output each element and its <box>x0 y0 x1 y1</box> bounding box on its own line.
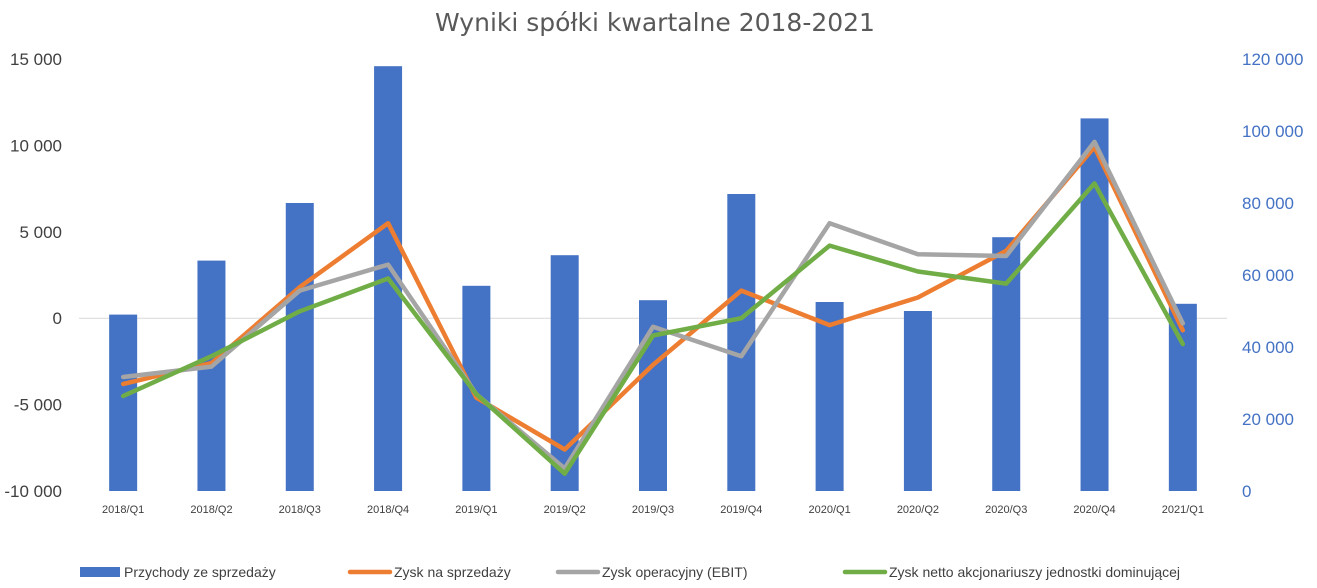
series-line-2 <box>120 139 1186 471</box>
legend-label: Zysk netto akcjonariuszy jednostki domin… <box>889 564 1180 580</box>
bar-2018-Q1 <box>109 314 138 491</box>
right-axis-tick-label: 60 000 <box>1242 266 1294 285</box>
right-axis-tick-label: 100 000 <box>1242 122 1303 141</box>
category-label: 2020/Q1 <box>809 504 851 516</box>
left-axis-tick-label: 0 <box>53 309 62 328</box>
right-axis-tick-label: 0 <box>1242 482 1251 501</box>
category-label: 2020/Q4 <box>1073 504 1115 516</box>
left-axis-tick-label: 15 000 <box>10 50 62 69</box>
legend-swatch-bar <box>80 567 120 577</box>
bar-2019-Q1 <box>462 285 491 491</box>
category-label: 2020/Q2 <box>897 504 939 516</box>
right-axis-tick-label: 40 000 <box>1242 338 1294 357</box>
category-label: 2018/Q4 <box>367 504 409 516</box>
category-label: 2019/Q1 <box>455 504 497 516</box>
category-label: 2021/Q1 <box>1162 504 1204 516</box>
category-label: 2018/Q2 <box>190 504 232 516</box>
right-axis-tick-label: 80 000 <box>1242 194 1294 213</box>
left-axis-tick-label: -10 000 <box>4 482 62 501</box>
category-label: 2019/Q3 <box>632 504 674 516</box>
legend-label: Zysk na sprzedaży <box>394 564 511 580</box>
legend-label: Zysk operacyjny (EBIT) <box>602 564 747 580</box>
left-axis-tick-label: -5 000 <box>14 396 62 415</box>
category-label: 2018/Q3 <box>279 504 321 516</box>
category-label: 2018/Q1 <box>102 504 144 516</box>
chart-title: Wyniki spółki kwartalne 2018-2021 <box>435 8 875 37</box>
category-label: 2019/Q2 <box>544 504 586 516</box>
category-label: 2019/Q4 <box>720 504 762 516</box>
bar-2020-Q4 <box>1080 118 1109 492</box>
bar-2021-Q1 <box>1168 303 1197 491</box>
right-axis-tick-label: 120 000 <box>1242 50 1303 69</box>
left-axis-tick-label: 5 000 <box>19 223 62 242</box>
bar-2020-Q3 <box>992 237 1021 491</box>
legend-label: Przychody ze sprzedaży <box>124 564 276 580</box>
bar-2020-Q2 <box>903 311 932 491</box>
bar-2018-Q2 <box>197 260 226 491</box>
series-line-3 <box>120 181 1186 476</box>
right-axis-tick-label: 20 000 <box>1242 410 1294 429</box>
left-axis-tick-label: 10 000 <box>10 136 62 155</box>
category-label: 2020/Q3 <box>985 504 1027 516</box>
bar-2020-Q1 <box>815 302 844 491</box>
bar-2018-Q3 <box>285 203 314 491</box>
series-line-1 <box>120 144 1186 452</box>
